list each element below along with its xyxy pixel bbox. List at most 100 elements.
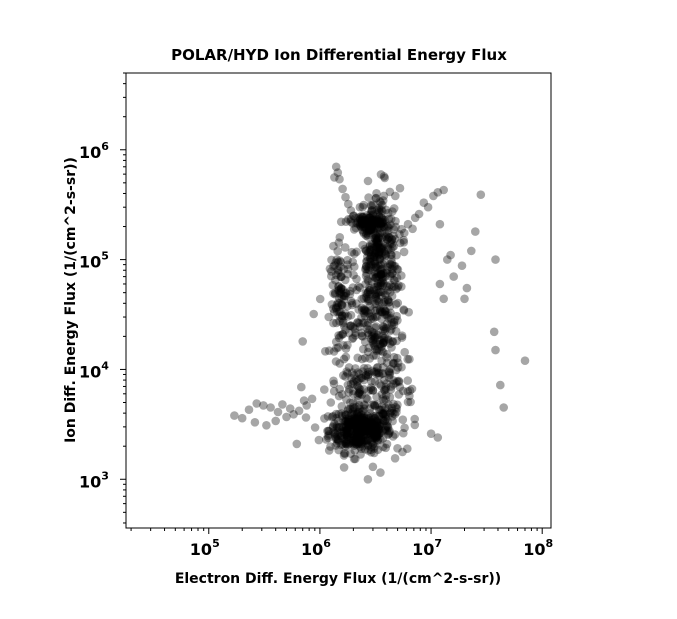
data-point <box>387 321 397 331</box>
data-point <box>374 239 383 248</box>
data-point <box>379 191 389 201</box>
data-point <box>365 213 374 222</box>
data-point <box>365 283 374 293</box>
data-point <box>383 422 392 431</box>
data-point <box>360 318 369 328</box>
data-point <box>342 431 352 440</box>
data-point <box>344 423 353 432</box>
data-point <box>332 431 342 440</box>
data-point <box>365 228 374 238</box>
data-point <box>364 330 374 340</box>
data-point <box>394 376 404 386</box>
data-point <box>338 329 348 339</box>
data-point <box>347 300 357 310</box>
data-point <box>375 197 385 206</box>
data-point <box>520 356 530 366</box>
data-point <box>336 428 345 438</box>
data-point <box>374 212 384 221</box>
data-point <box>348 402 358 412</box>
data-point <box>357 212 367 222</box>
data-point <box>346 286 355 296</box>
data-point <box>330 290 340 299</box>
data-point <box>362 289 372 299</box>
x-tick-label: 108 <box>523 537 553 559</box>
data-point <box>373 269 382 278</box>
data-point <box>374 426 383 436</box>
data-point <box>369 220 379 230</box>
data-point <box>353 426 362 435</box>
data-point <box>359 417 369 427</box>
data-point <box>340 322 349 331</box>
data-point <box>358 406 368 416</box>
data-point <box>446 250 455 260</box>
data-point <box>371 299 381 309</box>
data-point <box>379 416 388 426</box>
data-point <box>357 216 367 226</box>
data-point <box>363 265 373 274</box>
data-point <box>370 432 380 441</box>
data-point <box>337 411 347 421</box>
data-point <box>386 220 395 229</box>
data-point <box>379 222 388 232</box>
data-point <box>387 250 396 260</box>
data-point <box>356 424 366 433</box>
data-point <box>382 324 391 333</box>
data-point <box>365 423 374 432</box>
data-point <box>365 213 375 223</box>
data-point <box>351 427 361 437</box>
data-point <box>329 379 339 389</box>
data-point <box>366 257 376 266</box>
data-point <box>368 338 378 348</box>
data-point <box>368 220 378 230</box>
data-point <box>358 219 368 228</box>
data-point <box>385 233 394 242</box>
data-point <box>340 449 350 458</box>
data-point <box>383 334 393 344</box>
data-point <box>361 264 371 274</box>
data-point <box>496 380 505 390</box>
data-point <box>334 331 343 340</box>
data-point <box>389 359 398 369</box>
data-point <box>349 429 359 439</box>
data-point <box>389 261 399 271</box>
data-point <box>366 448 376 457</box>
data-point <box>359 424 369 434</box>
data-point <box>353 318 362 328</box>
data-point <box>355 425 365 435</box>
data-point <box>339 291 348 300</box>
data-point <box>329 241 338 251</box>
data-point <box>363 411 372 421</box>
data-point <box>345 289 355 299</box>
data-point <box>353 353 363 363</box>
data-point <box>363 318 373 328</box>
data-point <box>292 439 302 449</box>
data-point <box>372 242 382 251</box>
data-point <box>387 343 396 352</box>
data-point <box>355 404 364 414</box>
data-point <box>382 235 392 244</box>
data-point <box>361 264 370 274</box>
data-point <box>337 402 347 411</box>
data-point <box>395 382 405 392</box>
data-point <box>389 242 399 251</box>
data-point <box>335 174 344 184</box>
data-point <box>332 343 341 353</box>
data-point <box>362 256 372 266</box>
data-point <box>333 435 343 444</box>
data-point <box>365 217 375 227</box>
data-point <box>368 224 377 234</box>
data-point <box>380 416 390 426</box>
data-point <box>378 326 388 335</box>
data-point <box>378 331 387 341</box>
data-point <box>353 368 363 377</box>
data-point <box>375 305 385 314</box>
data-point <box>377 269 386 279</box>
data-point <box>380 295 390 305</box>
data-point <box>370 248 380 258</box>
data-point <box>403 219 413 229</box>
data-point <box>361 215 370 225</box>
data-point <box>336 272 346 282</box>
data-point <box>389 352 399 362</box>
data-point <box>349 389 358 399</box>
data-point <box>339 463 349 472</box>
